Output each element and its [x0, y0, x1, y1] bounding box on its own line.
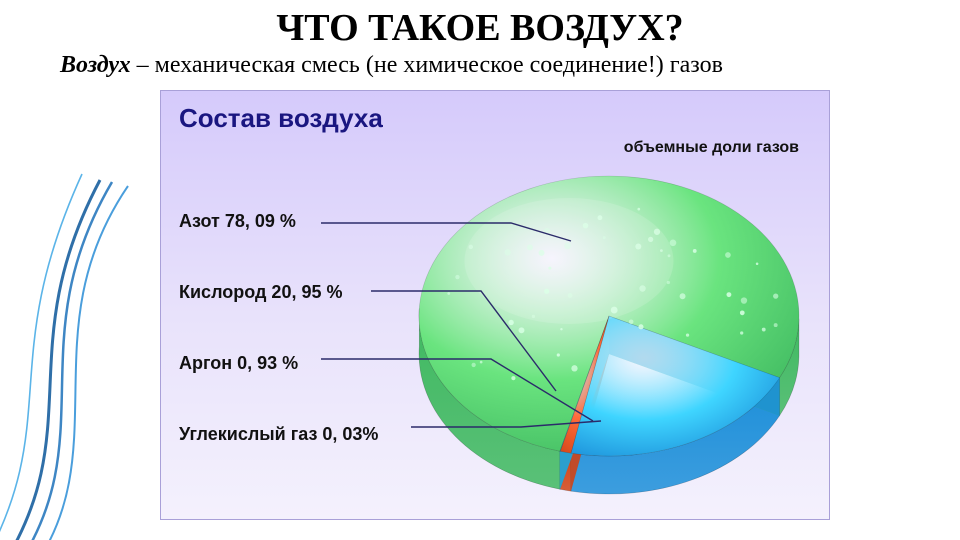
pie-chart [409, 151, 809, 511]
slice-labels: Азот 78, 09 % Кислород 20, 95 % Аргон 0,… [179, 211, 409, 495]
label-co2: Углекислый газ 0, 03% [179, 424, 409, 445]
panel-title: Состав воздуха [179, 103, 383, 134]
definition-term: Воздух [60, 52, 131, 78]
chart-panel: Состав воздуха объемные доли газов Азот … [160, 90, 830, 520]
page-title: ЧТО ТАКОЕ ВОЗДУХ? [0, 6, 960, 50]
definition-text: – механическая смесь (не химическое соед… [131, 52, 723, 78]
label-nitrogen: Азот 78, 09 % [179, 211, 409, 232]
label-argon: Аргон 0, 93 % [179, 353, 409, 374]
page-definition: Воздух – механическая смесь (не химическ… [60, 52, 940, 79]
label-oxygen: Кислород 20, 95 % [179, 282, 409, 303]
